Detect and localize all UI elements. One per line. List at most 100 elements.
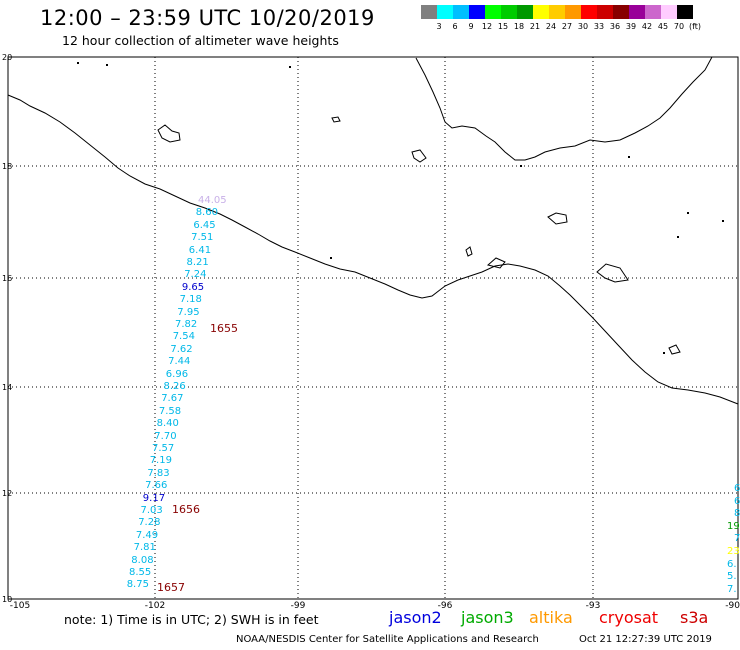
longitude-label: -99 <box>290 601 306 611</box>
coastline-pacific <box>7 94 739 405</box>
wave-height-label: 7.57 <box>152 443 175 454</box>
longitude-label: -90 <box>725 601 740 611</box>
legend-label: 18 <box>513 22 525 31</box>
legend-swatch <box>485 5 501 19</box>
legend-swatch <box>661 5 677 19</box>
legend-label: 42 <box>641 22 653 31</box>
wave-height-label: 7.95 <box>177 306 200 318</box>
footer-note: note: 1) Time is in UTC; 2) SWH is in fe… <box>64 612 319 627</box>
wave-height-label: 7.67 <box>161 393 184 405</box>
legend-swatch <box>453 5 469 19</box>
credit-line: NOAA/NESDIS Center for Satellite Applica… <box>236 634 539 645</box>
wave-height-label: 7. <box>727 583 737 595</box>
map-subtitle: 12 hour collection of altimeter wave hei… <box>62 33 339 48</box>
legend-swatch <box>469 5 485 19</box>
wave-height-label: 6 <box>734 483 740 494</box>
legend-swatch <box>581 5 597 19</box>
wave-height-label: 7.82 <box>175 319 198 330</box>
legend-label: 30 <box>577 22 589 31</box>
wave-height-label: 6.45 <box>193 219 216 231</box>
legend-swatch <box>437 5 453 19</box>
islands <box>157 116 681 355</box>
wave-height-label: 9.17 <box>142 492 166 504</box>
wave-height-label: 7.49 <box>135 529 159 541</box>
wave-height-label: 6 <box>734 495 740 507</box>
mission-label: jason3 <box>461 608 514 627</box>
legend-label: 36 <box>609 22 621 31</box>
legend-swatch <box>533 5 549 19</box>
longitude-label: -102 <box>144 601 166 611</box>
wave-height-label: 9.65 <box>181 281 205 293</box>
generated-timestamp: Oct 21 12:27:39 UTC 2019 <box>579 634 712 645</box>
legend-label: 21 <box>529 22 541 31</box>
wave-height-label: 5. <box>727 571 737 583</box>
legend-swatch <box>613 5 629 19</box>
latitude-label: 16 <box>2 274 13 283</box>
wave-height-label: 8.60 <box>195 207 218 219</box>
map-frame <box>7 56 739 600</box>
dots <box>77 62 724 354</box>
wave-height-label: 7.62 <box>170 343 193 355</box>
wave-height-label: 8.08 <box>131 554 154 566</box>
wave-height-label: 7.81 <box>133 542 156 554</box>
wave-height-label: 8.55 <box>129 567 152 578</box>
wave-height-label: 7.19 <box>149 455 172 467</box>
wave-height-label: 8.26 <box>163 381 186 392</box>
mission-label: jason2 <box>389 608 442 627</box>
legend-label: 12 <box>481 22 493 31</box>
legend-label: 6 <box>452 22 458 31</box>
wave-height-label: 8.21 <box>186 257 209 268</box>
wave-height-label: 6.41 <box>188 244 212 256</box>
wave-height-label: 8.75 <box>126 579 149 591</box>
wave-height-label: 7.51 <box>191 232 214 244</box>
wave-height-label: 7.54 <box>172 331 195 343</box>
wave-height-label: 44.05 <box>198 195 227 206</box>
wave-height-label: 7.28 <box>138 517 161 529</box>
wave-height-label: 19 <box>727 520 740 532</box>
wave-height-label: 7.03 <box>140 505 163 516</box>
legend-swatch <box>645 5 661 19</box>
legend-swatch <box>677 5 693 19</box>
legend-label: 24 <box>545 22 557 31</box>
mission-label: altika <box>529 608 573 627</box>
legend-label: 70 <box>673 22 685 31</box>
wave-height-label: 7.44 <box>168 356 191 368</box>
latitude-label: 12 <box>2 489 13 498</box>
latitude-label: 10 <box>2 595 13 604</box>
legend-label: 3 <box>436 22 442 31</box>
color-legend <box>421 5 693 21</box>
map-title: 12:00 – 23:59 UTC 10/20/2019 <box>40 6 375 30</box>
pass-time-label: 1656 <box>172 503 200 516</box>
legend-label: (ft) <box>688 22 702 31</box>
legend-swatch <box>421 5 437 19</box>
legend-swatch <box>597 5 613 19</box>
latitude-label: 18 <box>2 162 13 171</box>
coastline-gulf <box>415 56 713 161</box>
latitude-label: 20 <box>2 53 13 62</box>
latitude-label: 14 <box>2 383 13 392</box>
longitude-label: -96 <box>437 601 453 611</box>
legend-label: 15 <box>497 22 509 31</box>
wave-height-label: 23 <box>727 546 740 557</box>
legend-label: 27 <box>561 22 573 31</box>
legend-swatch <box>501 5 517 19</box>
wave-height-label: 7.58 <box>158 405 182 417</box>
legend-swatch <box>565 5 581 19</box>
wave-height-label: 6.96 <box>165 368 189 380</box>
wave-height-label: 8.40 <box>156 418 179 430</box>
wave-height-label: 7.66 <box>145 480 168 492</box>
wave-height-label: 8 <box>734 508 740 520</box>
legend-swatch <box>517 5 533 19</box>
wave-height-label: 7 <box>734 533 740 545</box>
graticule <box>8 57 738 599</box>
legend-swatch <box>629 5 645 19</box>
legend-label: 33 <box>593 22 605 31</box>
legend-label: 45 <box>657 22 669 31</box>
legend-label: 9 <box>468 22 474 31</box>
longitude-label: -105 <box>9 601 31 611</box>
pass-time-label: 1655 <box>210 322 238 335</box>
wave-height-label: 6. <box>727 558 737 570</box>
legend-swatch <box>549 5 565 19</box>
pass-time-label: 1657 <box>157 581 185 594</box>
